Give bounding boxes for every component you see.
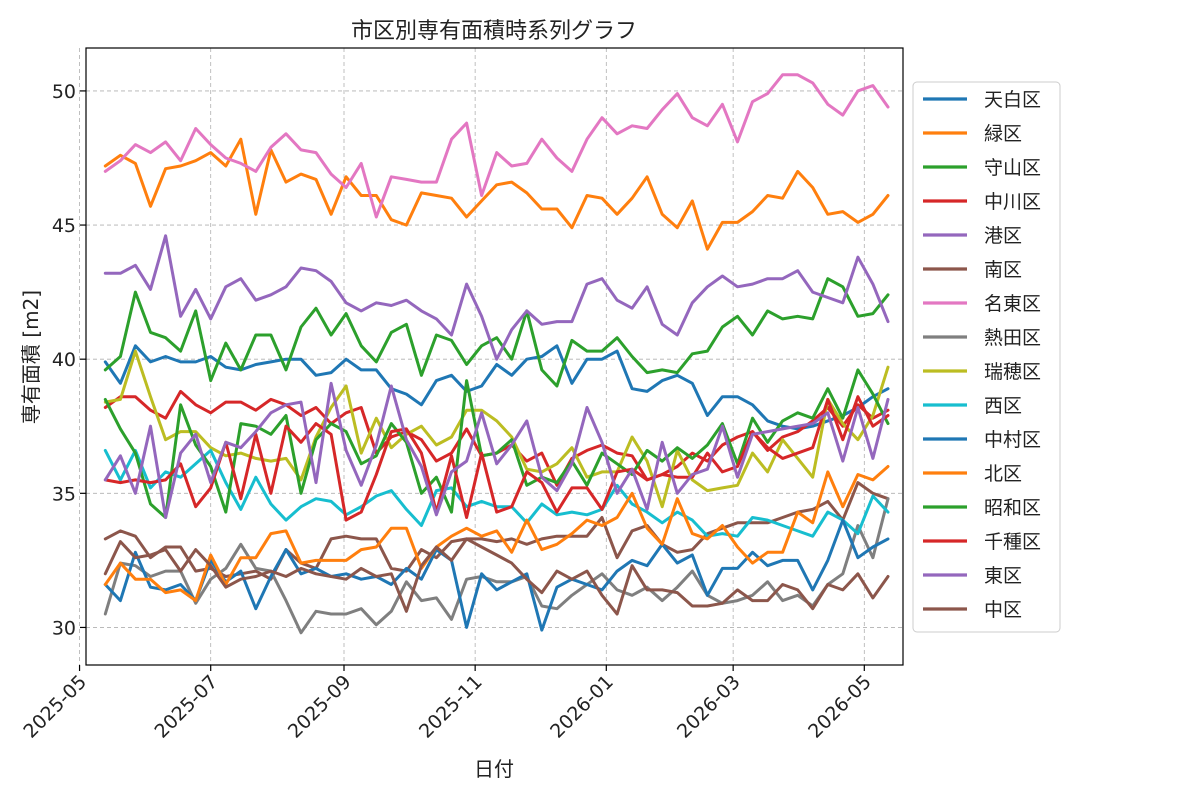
grid-lines xyxy=(79,48,903,665)
legend-label: 東区 xyxy=(984,565,1022,587)
y-tick-label: 45 xyxy=(52,215,76,237)
y-tick-label: 40 xyxy=(52,349,76,371)
legend-label: 守山区 xyxy=(984,157,1041,179)
legend-label: 熱田区 xyxy=(984,327,1041,349)
legend-label: 南区 xyxy=(984,259,1022,281)
y-tick-label: 50 xyxy=(52,81,76,103)
legend-label: 昭和区 xyxy=(984,497,1041,519)
legend-label: 中区 xyxy=(984,599,1022,621)
x-axis-label: 日付 xyxy=(474,757,514,781)
legend-box xyxy=(912,81,1061,633)
series-line-15 xyxy=(103,537,890,616)
series-line-0 xyxy=(103,344,890,431)
legend-label: 名東区 xyxy=(984,293,1041,315)
legend-label: 千種区 xyxy=(984,531,1041,553)
series-line-12 xyxy=(103,368,890,519)
plot-frame xyxy=(85,47,904,666)
legend-label: 北区 xyxy=(984,463,1022,485)
y-tick-label: 30 xyxy=(52,617,76,639)
legend-label: 中村区 xyxy=(984,429,1041,451)
series-line-6 xyxy=(103,73,890,219)
legend: 天白区緑区守山区中川区港区南区名東区熱田区瑞穂区西区中村区北区昭和区千種区東区中… xyxy=(912,81,1061,633)
chart-title: 市区別専有面積時系列グラフ xyxy=(351,19,637,44)
legend-label: 瑞穂区 xyxy=(984,361,1041,383)
legend-label: 緑区 xyxy=(984,123,1022,145)
y-tick-label: 35 xyxy=(52,483,76,505)
legend-label: 港区 xyxy=(984,225,1022,247)
series-lines xyxy=(103,73,890,635)
y-axis-ticks: 30 35 40 45 50 xyxy=(52,81,86,639)
series-line-1 xyxy=(103,137,890,251)
series-line-10 xyxy=(103,518,890,632)
series-line-4 xyxy=(103,234,890,361)
legend-label: 天白区 xyxy=(984,89,1041,111)
series-line-13 xyxy=(103,395,890,522)
series-line-2 xyxy=(103,277,890,388)
series-line-14 xyxy=(103,381,890,519)
series-line-11 xyxy=(103,465,890,603)
legend-label: 西区 xyxy=(984,395,1022,417)
legend-label: 中川区 xyxy=(984,191,1041,213)
y-axis-label: 専有面積 [m2] xyxy=(19,290,43,424)
series-line-7 xyxy=(103,497,890,635)
